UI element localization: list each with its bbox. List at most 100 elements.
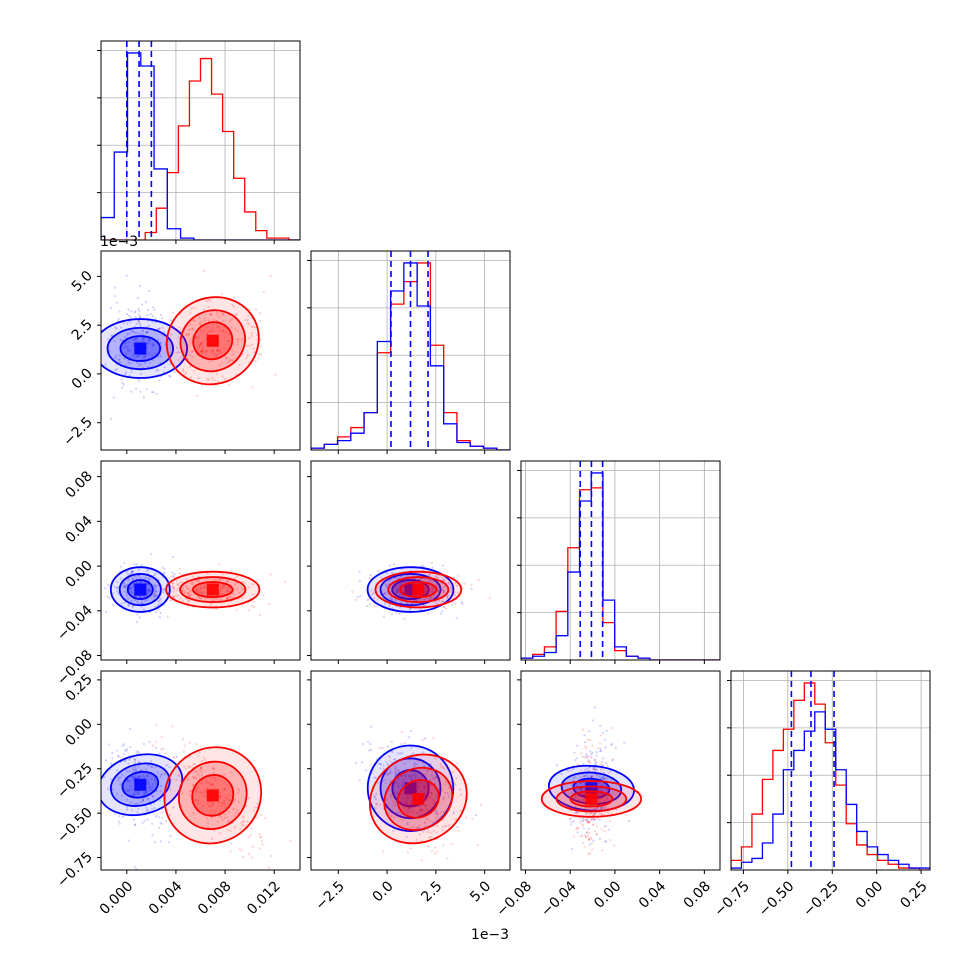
scatter-point-red bbox=[221, 584, 224, 587]
scatter-point-red bbox=[260, 813, 263, 816]
scatter-point-blue bbox=[442, 796, 445, 800]
scatter-point-red bbox=[269, 854, 273, 858]
scatter-point-blue bbox=[136, 811, 139, 814]
scatter-point-blue bbox=[150, 777, 153, 781]
scatter-point-blue bbox=[151, 344, 154, 348]
scatter-point-red bbox=[203, 586, 207, 589]
scatter-point-red bbox=[206, 326, 209, 329]
scatter-point-blue bbox=[419, 805, 422, 808]
scatter-point-blue bbox=[435, 776, 438, 779]
scatter-point-red bbox=[248, 337, 251, 340]
scatter-point-red bbox=[579, 788, 583, 792]
scatter-point-blue bbox=[147, 589, 150, 592]
scatter-point-red bbox=[187, 587, 190, 590]
scatter-point-red bbox=[237, 787, 240, 791]
scatter-point-red bbox=[199, 591, 202, 594]
scatter-point-red bbox=[195, 347, 198, 350]
scatter-point-red bbox=[587, 838, 590, 842]
scatter-point-blue bbox=[121, 815, 125, 818]
scatter-point-red bbox=[227, 793, 230, 797]
scatter-point-blue bbox=[397, 586, 400, 590]
scatter-point-red bbox=[583, 798, 586, 802]
scatter-point-red bbox=[455, 762, 459, 765]
scatter-point-red bbox=[231, 359, 234, 362]
scatter-point-red bbox=[219, 578, 222, 581]
scatter-point-blue bbox=[377, 570, 380, 573]
scatter-point-blue bbox=[139, 323, 142, 326]
scatter-point-blue bbox=[134, 310, 137, 313]
scatter-point-blue bbox=[134, 595, 137, 598]
scatter-point-red bbox=[412, 825, 415, 828]
scatter-point-blue bbox=[159, 840, 162, 843]
scatter-point-blue bbox=[382, 767, 385, 771]
scatter-point-red bbox=[210, 837, 214, 840]
scatter-point-red bbox=[403, 809, 406, 812]
scatter-point-blue bbox=[423, 588, 427, 591]
scatter-point-red bbox=[407, 775, 410, 778]
scatter-point-red bbox=[250, 334, 253, 337]
scatter-point-blue bbox=[598, 837, 602, 841]
scatter-point-red bbox=[572, 835, 575, 838]
y-tick-label: 2.5 bbox=[69, 317, 96, 344]
scatter-point-red bbox=[447, 581, 450, 585]
scatter-point-red bbox=[409, 803, 412, 806]
scatter-point-blue bbox=[125, 274, 128, 277]
scatter-point-blue bbox=[598, 798, 601, 802]
scatter-point-blue bbox=[419, 808, 423, 812]
scatter-point-blue bbox=[593, 818, 596, 821]
scatter-point-red bbox=[207, 378, 210, 381]
scatter-point-blue bbox=[152, 359, 155, 362]
scatter-point-red bbox=[429, 795, 432, 798]
scatter-point-red bbox=[440, 765, 443, 768]
scatter-point-red bbox=[182, 738, 185, 741]
scatter-point-red bbox=[431, 596, 434, 599]
scatter-point-red bbox=[200, 587, 203, 590]
scatter-point-red bbox=[182, 750, 186, 753]
scatter-point-blue bbox=[390, 761, 393, 764]
scatter-point-blue bbox=[604, 746, 607, 749]
scatter-point-blue bbox=[400, 742, 403, 746]
scatter-point-red bbox=[464, 816, 468, 819]
scatter-point-red bbox=[390, 598, 394, 601]
scatter-point-blue bbox=[153, 574, 156, 577]
scatter-point-blue bbox=[594, 818, 597, 821]
scatter-point-red bbox=[215, 355, 219, 358]
scatter-point-red bbox=[186, 778, 190, 781]
x-tick-label: −0.04 bbox=[538, 878, 580, 920]
scatter-point-blue bbox=[166, 615, 169, 618]
scatter-point-red bbox=[599, 768, 603, 771]
scatter-point-red bbox=[195, 777, 198, 780]
scatter-point-blue bbox=[119, 776, 122, 779]
scatter-point-blue bbox=[355, 761, 358, 765]
scatter-point-red bbox=[419, 780, 422, 784]
scatter-point-blue bbox=[420, 775, 423, 778]
scatter-point-blue bbox=[163, 587, 166, 590]
scatter-point-blue bbox=[591, 751, 594, 754]
scatter-point-red bbox=[423, 805, 427, 808]
scatter-point-blue bbox=[127, 361, 130, 364]
scatter-point-red bbox=[603, 829, 606, 833]
scatter-point-red bbox=[232, 350, 235, 353]
scatter-point-red bbox=[212, 329, 215, 332]
scatter-point-blue bbox=[588, 843, 592, 846]
scatter-point-blue bbox=[122, 582, 126, 585]
scatter-point-red bbox=[219, 578, 222, 582]
scatter-point-red bbox=[203, 269, 206, 273]
scatter-point-blue bbox=[134, 769, 138, 772]
scatter-point-blue bbox=[161, 811, 164, 814]
scatter-point-red bbox=[196, 589, 199, 593]
scatter-point-blue bbox=[137, 765, 140, 768]
scatter-point-red bbox=[170, 778, 173, 782]
scatter-point-red bbox=[258, 833, 261, 836]
scatter-point-blue bbox=[145, 590, 149, 593]
scatter-point-red bbox=[259, 345, 263, 348]
scatter-point-red bbox=[219, 801, 222, 804]
scatter-point-blue bbox=[129, 362, 132, 365]
scatter-point-red bbox=[225, 597, 228, 600]
scatter-point-red bbox=[389, 795, 392, 798]
scatter-point-red bbox=[219, 587, 223, 590]
scatter-point-red bbox=[206, 331, 209, 335]
scatter-point-blue bbox=[429, 783, 432, 786]
scatter-point-red bbox=[204, 795, 207, 798]
x-tick-label: 0.004 bbox=[146, 878, 186, 918]
